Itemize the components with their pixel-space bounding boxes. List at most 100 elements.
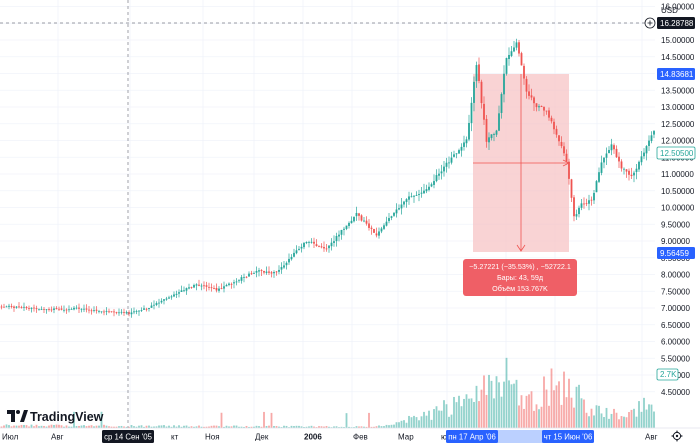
candle-body: [190, 287, 193, 288]
candle-body: [400, 204, 403, 209]
crosshair-date-tag-bg: [102, 430, 154, 443]
volume-bar: [60, 425, 63, 428]
candle-body: [120, 311, 123, 313]
candle-body: [143, 308, 145, 310]
volume-bar: [235, 425, 238, 428]
time-tick-label: Июл: [2, 433, 19, 442]
price-tick-label: 8.00000: [661, 271, 690, 280]
candle-body: [208, 286, 210, 288]
candle-body: [588, 200, 590, 204]
volume-bar: [320, 426, 323, 428]
candle-body: [173, 294, 175, 297]
volume-bar: [460, 406, 463, 428]
candle-body: [513, 47, 515, 52]
candle-body: [153, 304, 155, 306]
volume-bar: [325, 426, 328, 428]
volume-bar: [593, 415, 595, 428]
settings-icon-ring: [672, 431, 682, 441]
price-tick-label: 7.50000: [661, 287, 690, 296]
candle-body: [333, 241, 335, 243]
candle-body: [75, 307, 78, 309]
price-tick-label: 9.50000: [661, 220, 690, 229]
candle-body: [13, 306, 15, 308]
candle-body: [545, 110, 548, 112]
volume-bar: [405, 422, 408, 428]
volume-bar: [83, 425, 85, 428]
candle-body: [355, 212, 358, 217]
volume-bar: [458, 395, 460, 428]
settings-icon-teeth: [671, 430, 683, 442]
volume-bar: [370, 426, 373, 428]
volume-bar: [198, 425, 200, 428]
volume-bar: [43, 425, 45, 428]
volume-bar: [503, 381, 505, 428]
volume-bar: [585, 412, 588, 428]
candle-body: [55, 308, 58, 310]
candle-body: [583, 203, 585, 205]
candle-body: [385, 221, 388, 226]
volume-bar: [643, 397, 645, 428]
volume-bar: [620, 416, 623, 428]
volume-bar: [413, 415, 415, 428]
volume-bar: [148, 425, 150, 428]
volume-bar: [78, 425, 80, 428]
candle-body: [653, 131, 655, 135]
volume-bar: [333, 426, 335, 428]
volume-bar: [455, 402, 458, 428]
volume-bar: [423, 411, 425, 428]
candle-body: [600, 162, 603, 173]
last-price-tag: 12.50500: [656, 146, 696, 160]
candle-body: [485, 118, 488, 142]
volume-bar: [618, 419, 620, 428]
candle-body: [435, 175, 438, 182]
price-range-measure[interactable]: [473, 74, 570, 252]
candle-body: [533, 97, 535, 104]
volume-bar: [70, 426, 73, 428]
candle-body: [550, 117, 553, 122]
candle-body: [428, 186, 430, 190]
volume-bar: [260, 426, 263, 428]
time-axis[interactable]: ИюлАвгктНояДек2006ФевМарюлАвг ср 14 Сен …: [0, 427, 700, 443]
crosshair-date-value: ср 14 Сен '05: [104, 433, 153, 442]
volume-bar: [160, 425, 163, 428]
candle-body: [200, 285, 203, 287]
price-axis[interactable]: USD 16.0000015.5000015.0000014.5000014.0…: [655, 0, 700, 428]
volume-bar: [483, 375, 485, 428]
currency-label[interactable]: USD: [661, 6, 678, 15]
volume-bar: [430, 419, 433, 428]
volume-bar: [625, 417, 628, 428]
tradingview-logo[interactable]: TradingView: [7, 410, 104, 424]
volume-bar: [170, 426, 173, 428]
volume-bar: [395, 422, 398, 428]
candle-body: [235, 281, 238, 283]
settings-icon[interactable]: [671, 430, 683, 442]
candle-body: [563, 146, 565, 154]
candle-body: [260, 270, 263, 271]
volume-bar: [485, 394, 488, 428]
price-tick-label: 7.00000: [661, 304, 690, 313]
range-end-date-value: чт 15 Июн '06: [544, 433, 593, 442]
volume-bar: [278, 426, 280, 428]
candle-body: [288, 258, 290, 263]
candle-body: [25, 307, 28, 309]
volume-bar: [528, 394, 530, 428]
time-tick-label: Ноя: [205, 433, 220, 442]
candle-body: [40, 309, 43, 311]
volume-bar: [85, 426, 88, 428]
candle-body: [33, 307, 35, 309]
candle-body: [423, 190, 425, 194]
candle-body: [100, 311, 103, 313]
candle-body: [568, 161, 570, 179]
volume-bar: [425, 415, 428, 428]
candle-body: [38, 308, 40, 310]
candle-body: [525, 78, 528, 92]
volume-bar: [98, 425, 100, 428]
candle-body: [413, 195, 415, 197]
candle-body: [105, 310, 108, 312]
candle-body: [268, 271, 270, 273]
volume-bar: [488, 374, 490, 428]
volume-bar: [475, 385, 478, 428]
candle-body: [503, 73, 505, 95]
candle-body: [170, 296, 173, 298]
